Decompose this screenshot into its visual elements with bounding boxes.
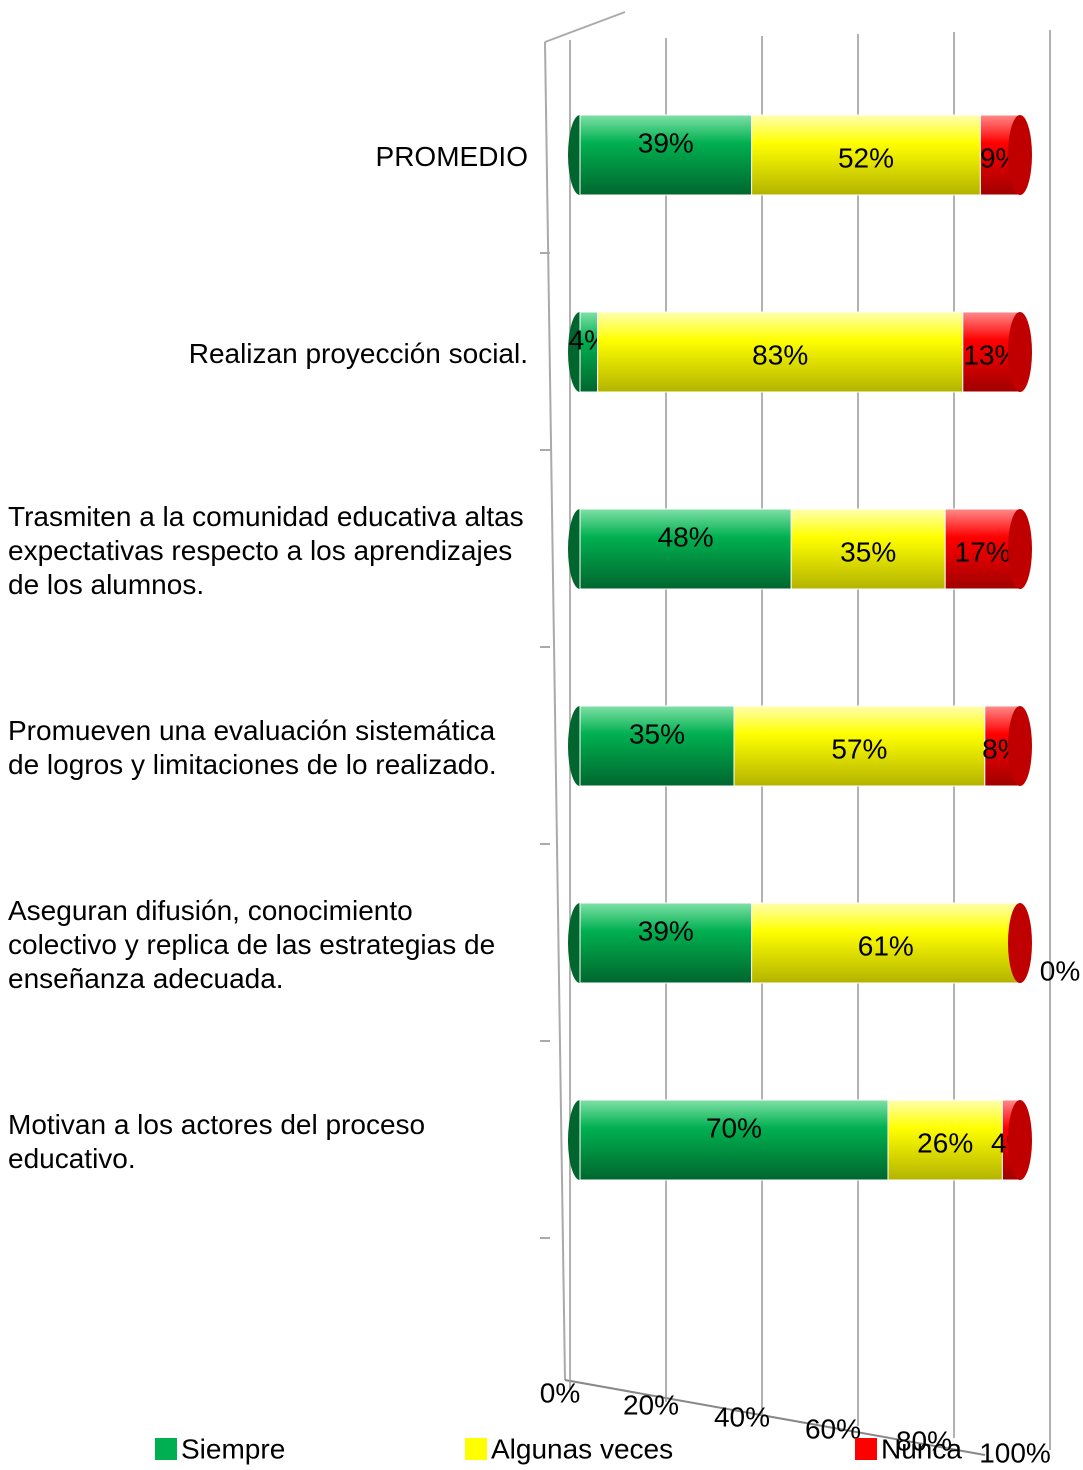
bar-cap [1008,706,1032,786]
bar-segment [887,1099,1003,1181]
category-label: Trasmiten a la comunidad educativa altas… [8,501,524,600]
data-label: 70% [706,1112,762,1143]
bar-cap [1008,509,1032,589]
bar-cap [1008,312,1032,392]
axis-floor [564,1379,986,1456]
bar-segment [579,705,735,787]
data-label: 39% [638,915,694,946]
bar-segment [597,311,964,393]
data-label: 48% [658,521,714,552]
category-label: Realizan proyección social. [188,338,528,369]
data-label: 17% [955,536,1011,567]
x-tick-label: 40% [714,1401,770,1432]
data-label: 35% [629,718,685,749]
data-label: 0% [1040,955,1080,986]
bar-segment [751,114,981,196]
x-tick-label: 60% [805,1413,861,1444]
bar-segment [579,1099,889,1181]
legend-swatch [155,1438,177,1460]
bar-segment [579,508,792,590]
axis-wall [544,41,566,1381]
x-tick-label: 20% [623,1389,679,1420]
category-label: Motivan a los actores del proceso educat… [8,1109,426,1174]
bar-segment [579,114,753,196]
x-tick-label: 100% [979,1437,1051,1468]
data-label: 35% [840,536,896,567]
legend-label: Algunas veces [491,1433,673,1464]
data-label: 52% [838,142,894,173]
bar-cap [1008,1100,1032,1180]
bar-segment [579,902,753,984]
bar-segment [790,508,946,590]
bar-cap [1008,115,1032,195]
x-tick-label: 0% [540,1377,580,1408]
data-label: 26% [917,1127,973,1158]
category-label: Promueven una evaluación sistemática de … [8,715,497,780]
data-label: 83% [752,339,808,370]
data-label: 39% [638,127,694,158]
category-label: PROMEDIO [375,141,528,172]
data-label: 57% [831,733,887,764]
legend-label: Siempre [181,1433,285,1464]
data-label: 61% [858,930,914,961]
category-label: Aseguran difusión, conocimiento colectiv… [8,895,496,994]
legend-label: Nunca [881,1433,962,1464]
bar-segment [733,705,986,787]
bar-segment [751,902,1021,984]
axis-wall [544,11,626,43]
x-tick-label: 80% [896,1425,952,1456]
legend-swatch [465,1438,487,1460]
legend-swatch [855,1438,877,1460]
bar-cap [1008,903,1032,983]
